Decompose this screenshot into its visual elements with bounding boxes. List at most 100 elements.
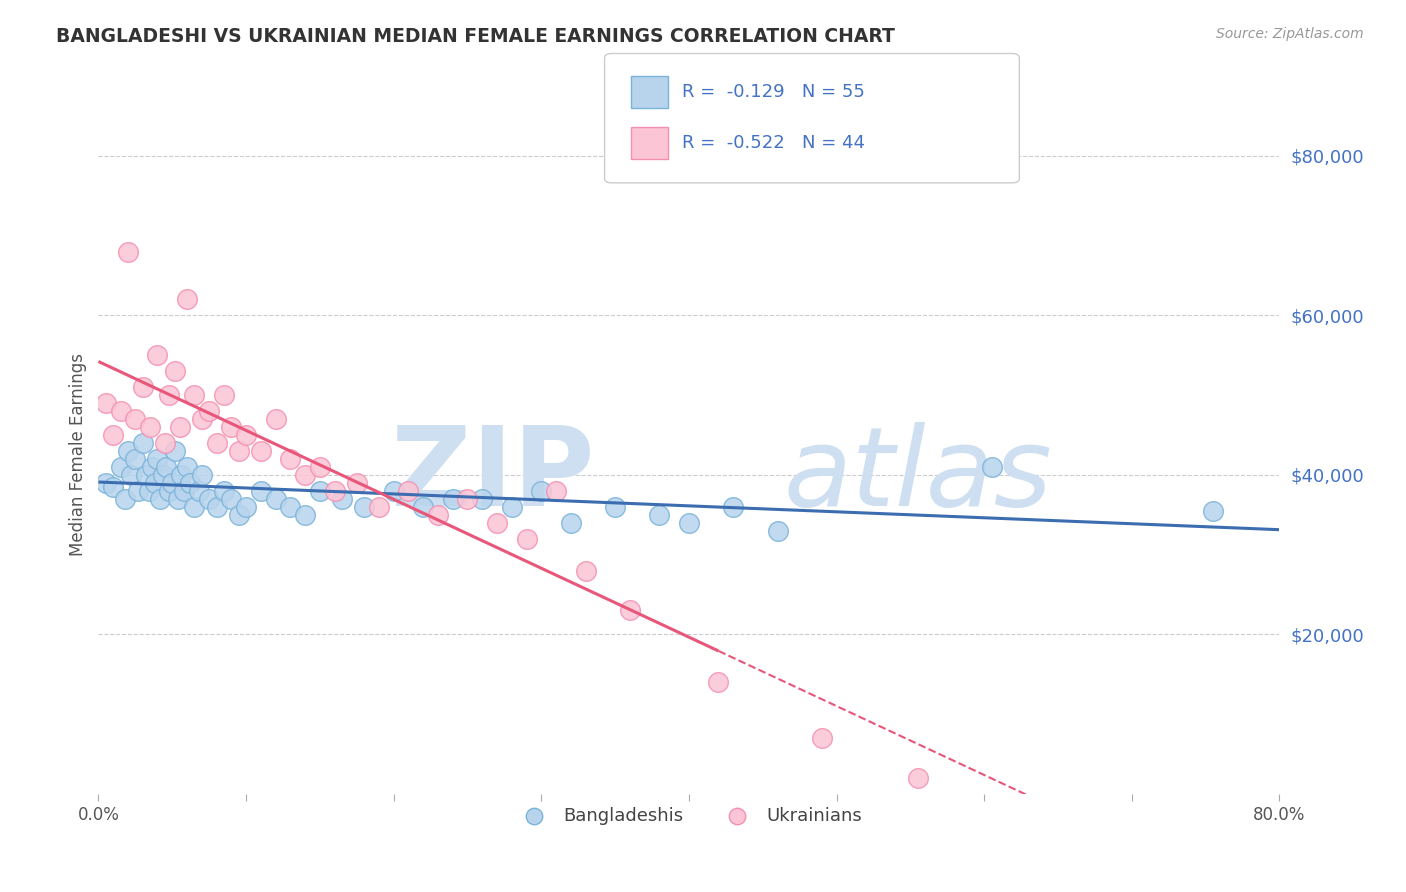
Point [980,459,1002,474]
Text: atlas: atlas [783,422,1052,529]
Point [309,483,332,498]
Point [723,500,745,514]
Point [169,420,191,434]
Point [353,500,375,514]
Point [648,508,671,522]
Point [457,491,479,506]
Point [176,459,198,474]
Point [280,500,302,514]
Point [173,483,195,498]
Point [176,293,198,307]
Point [264,491,287,506]
Point [250,444,273,458]
Point [143,475,166,490]
Point [157,388,180,402]
Point [471,491,494,506]
Point [309,459,332,474]
Point [114,491,136,506]
Point [117,444,139,458]
Point [117,244,139,259]
Point [205,500,228,514]
Point [294,467,316,482]
Point [323,483,346,498]
Point [678,516,700,530]
Point [368,500,391,514]
Point [560,516,582,530]
Point [132,380,155,394]
Point [264,412,287,426]
Point [135,467,157,482]
Point [250,483,273,498]
Point [198,404,221,418]
Point [167,491,190,506]
Point [605,500,627,514]
Text: BANGLADESHI VS UKRAINIAN MEDIAN FEMALE EARNINGS CORRELATION CHART: BANGLADESHI VS UKRAINIAN MEDIAN FEMALE E… [56,27,896,45]
Point [412,500,434,514]
Point [575,564,598,578]
Point [139,420,162,434]
Point [330,491,353,506]
Text: R =  -0.522   N = 44: R = -0.522 N = 44 [682,134,865,152]
Point [212,483,235,498]
Point [157,483,180,498]
Point [530,483,553,498]
Point [165,364,187,378]
Point [280,451,302,466]
Text: ZIP: ZIP [391,422,595,529]
Point [149,491,172,506]
Point [221,420,243,434]
Text: R =  -0.129   N = 55: R = -0.129 N = 55 [682,83,865,101]
Point [165,444,187,458]
Point [110,459,132,474]
Point [183,388,205,402]
Point [546,483,568,498]
Point [346,475,368,490]
Point [179,475,201,490]
Point [141,459,163,474]
Point [124,412,146,426]
Point [170,467,193,482]
Point [138,483,160,498]
Point [810,731,832,745]
Text: Source: ZipAtlas.com: Source: ZipAtlas.com [1216,27,1364,41]
Point [619,603,641,617]
Point [212,388,235,402]
Point [146,451,169,466]
Point [132,436,155,450]
Point [228,508,250,522]
Point [907,771,929,785]
Point [155,459,177,474]
Point [124,451,146,466]
Legend: Bangladeshis, Ukrainians: Bangladeshis, Ukrainians [509,800,869,832]
Point [235,428,257,442]
Point [198,491,221,506]
Point [707,675,730,690]
Point [103,428,125,442]
Point [235,500,257,514]
Point [441,491,464,506]
Point [187,483,209,498]
Point [94,396,117,410]
Point [110,404,132,418]
Point [516,532,538,546]
Point [1202,504,1225,518]
Point [191,412,214,426]
Point [205,436,228,450]
Point [152,467,174,482]
Point [501,500,523,514]
Point [191,467,214,482]
Point [486,516,509,530]
Point [294,508,316,522]
Point [120,467,142,482]
Point [228,444,250,458]
Y-axis label: Median Female Earnings: Median Female Earnings [69,353,87,557]
Point [382,483,405,498]
Point [183,500,205,514]
Point [146,348,169,362]
Point [162,475,183,490]
Point [221,491,243,506]
Point [94,475,117,490]
Point [398,483,420,498]
Point [766,524,789,538]
Point [427,508,450,522]
